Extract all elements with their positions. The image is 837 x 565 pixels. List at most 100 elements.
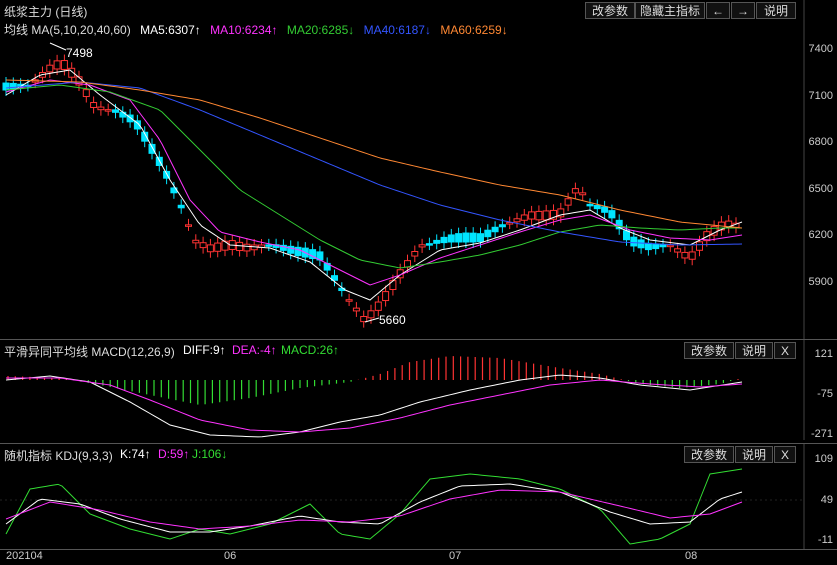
candle-body (206, 244, 214, 253)
divider (0, 443, 837, 444)
price-tick: 5900 (808, 276, 833, 288)
kdj-chart (0, 444, 805, 550)
candle-body (2, 82, 10, 91)
kdj-tick: 109 (814, 453, 833, 465)
high-marker (49, 42, 67, 51)
candle-body (586, 203, 594, 207)
low-marker (364, 317, 380, 323)
kdj-help-button[interactable]: 说明 (735, 446, 773, 463)
candle-body (199, 242, 207, 249)
candle-body (104, 109, 112, 112)
candle-body (177, 204, 185, 209)
candle-body (571, 188, 579, 194)
price-tick: 6800 (808, 136, 833, 148)
candle-body (688, 251, 696, 260)
ma60-line (5, 79, 743, 229)
ma5-value: MA5:6307↑ (140, 23, 201, 37)
macd-label: 平滑异同平均线 MACD(12,26,9) (4, 345, 175, 359)
high-price-label: 7498 (66, 46, 93, 60)
candle-body (542, 210, 550, 221)
help-button[interactable]: 说明 (756, 2, 796, 19)
kdj-k-value: K:74↑ (120, 447, 151, 461)
candle-body (557, 208, 565, 218)
candle-body (148, 143, 156, 154)
candle-body (382, 291, 390, 302)
candle-body (214, 242, 222, 252)
kdj-tick: -11 (817, 534, 833, 546)
candle-body (601, 206, 609, 213)
kdj-j-line (5, 468, 743, 545)
ma-legend: 均线 MA(5,10,20,40,60) MA5:6307↑ MA10:6234… (4, 21, 508, 37)
candle-body (68, 67, 76, 78)
params-button[interactable]: 改参数 (585, 2, 635, 19)
macd-tick: -271 (810, 428, 833, 440)
candle-body (491, 226, 499, 233)
candle-body (82, 89, 90, 98)
candle-body (331, 275, 338, 281)
ma10-value: MA10:6234↑ (210, 23, 278, 37)
candle-body (133, 120, 141, 130)
candle-body (696, 241, 703, 251)
kdj-k-line (5, 483, 743, 533)
candle-body (623, 230, 630, 241)
candle-body (484, 229, 492, 238)
macd-params-button[interactable]: 改参数 (684, 342, 734, 359)
candle-body (60, 60, 68, 70)
candle-body (477, 233, 484, 243)
candle-body (535, 210, 543, 221)
candle-body (710, 225, 718, 236)
candle-body (550, 209, 557, 220)
candle-body (141, 131, 149, 142)
macd-chart (5, 340, 805, 440)
macd-help-button[interactable]: 说明 (735, 342, 773, 359)
candle-body (652, 243, 660, 250)
candle-body (528, 211, 536, 220)
ma40-line (5, 81, 743, 246)
candle-body (345, 299, 353, 302)
macd-dea-value: DEA:-4↑ (232, 343, 277, 357)
x-axis-label: 07 (449, 550, 462, 562)
candle-body (630, 236, 638, 247)
candle-body (367, 310, 375, 319)
candle-body (674, 248, 682, 253)
candle-body (513, 218, 521, 223)
kdj-close-button[interactable]: X (774, 446, 796, 463)
ma20-value: MA20:6285↓ (286, 23, 355, 37)
candle-body (593, 204, 601, 210)
divider (0, 549, 837, 550)
candle-body (243, 243, 251, 252)
kdj-tick: 49 (820, 494, 833, 506)
candle-body (374, 301, 382, 311)
candle-body (119, 111, 127, 118)
candle-body (579, 192, 587, 196)
price-tick: 6200 (808, 229, 833, 241)
candle-body (265, 244, 273, 247)
arrow-left-icon[interactable]: ← (706, 2, 730, 19)
candle-body (440, 236, 448, 244)
macd-diff-value: DIFF:9↑ (183, 343, 226, 357)
candle-body (418, 244, 426, 248)
candle-body (53, 60, 61, 70)
candle-body (411, 251, 419, 257)
kdj-d-value: D:59↑ (158, 447, 190, 461)
candle-body (637, 239, 645, 249)
candle-body (46, 64, 54, 73)
hide-main-indicator-button[interactable]: 隐藏主指标 (635, 2, 705, 19)
candle-body (294, 246, 302, 257)
kdj-d-line (5, 489, 743, 530)
kdj-header: 随机指标 KDJ(9,3,3) K:74↑ D:59↑ J:106↓ 改参数 说… (0, 444, 837, 464)
ma5-line (5, 69, 743, 301)
macd-diff-line (5, 374, 743, 438)
arrow-right-icon[interactable]: → (731, 2, 755, 19)
candle-body (360, 316, 368, 323)
price-tick: 7400 (808, 43, 833, 55)
kdj-params-button[interactable]: 改参数 (684, 446, 734, 463)
macd-close-button[interactable]: X (774, 342, 796, 359)
ma60-value: MA60:6259↓ (440, 23, 508, 37)
price-tick: 6500 (808, 183, 833, 195)
candle-body (75, 76, 83, 86)
candle-body (352, 307, 360, 312)
candle-body (564, 198, 572, 206)
price-tick: 7100 (808, 90, 833, 102)
candle-body (97, 106, 105, 111)
